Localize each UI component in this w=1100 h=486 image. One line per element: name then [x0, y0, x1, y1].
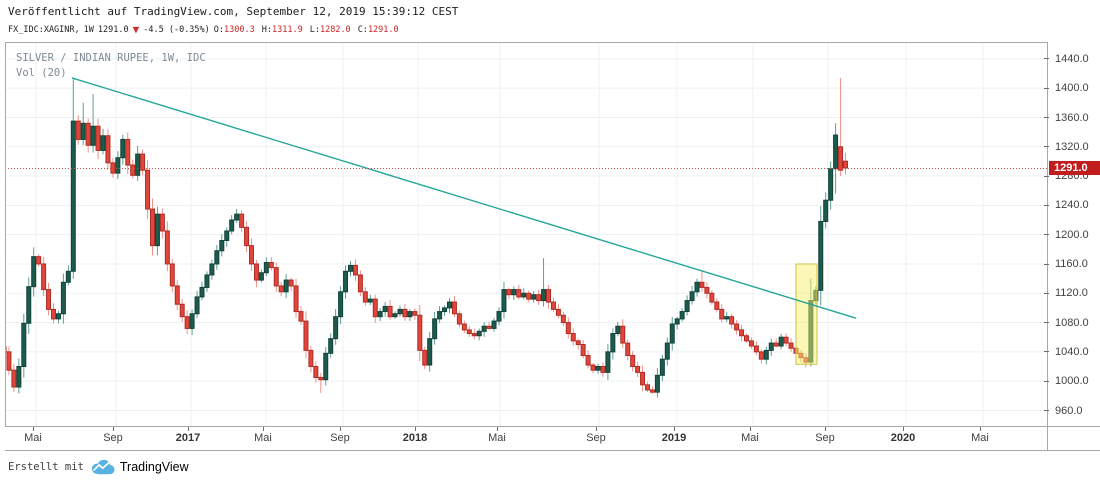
close-value: 1291.0 [367, 25, 399, 35]
time-tick-mark [980, 427, 981, 431]
plot-border-top [5, 42, 1047, 43]
symbol-name: FX_IDC:XAGINR, [8, 25, 80, 35]
high-label: H: [261, 25, 272, 35]
price-tick-label: 1080.0 [1055, 316, 1089, 329]
time-tick-mark [340, 427, 341, 431]
price-tick-label: 1000.0 [1055, 375, 1089, 388]
time-tick-label: 2017 [175, 432, 201, 444]
time-tick-mark [497, 427, 498, 431]
time-tick-label: 2018 [402, 432, 428, 444]
time-axis-border-bottom [5, 450, 1100, 451]
highlight-box-drawing[interactable] [795, 263, 818, 365]
time-tick-label: Sep [586, 432, 606, 444]
price-tick-label: 1160.0 [1055, 258, 1088, 270]
price-chart-canvas[interactable] [5, 42, 1047, 426]
time-tick-mark [263, 427, 264, 431]
legend-symbol: SILVER / INDIAN RUPEE, 1W, IDC [16, 52, 206, 64]
price-tick-label: 1040.0 [1055, 345, 1089, 358]
price-tick-label: 960.0 [1055, 404, 1083, 417]
open-value: 1300.3 [224, 25, 255, 35]
time-tick-mark [188, 427, 189, 431]
legend-volume-indicator: Vol (20) [16, 67, 67, 79]
high-value: 1311.9 [272, 25, 303, 35]
price-change: -4.5 (-0.35%) [143, 25, 210, 35]
time-tick-label: Sep [815, 432, 835, 444]
time-tick-mark [415, 427, 416, 431]
time-tick-mark [903, 427, 904, 431]
tradingview-link[interactable]: TradingView [119, 460, 189, 474]
open-label: O: [213, 25, 225, 35]
price-tick-label: 1440.0 [1055, 52, 1089, 65]
publish-info: Veröffentlicht auf TradingView.com, Sept… [8, 5, 459, 18]
last-price-value: 1291.0 [97, 25, 129, 35]
time-tick-mark [113, 427, 114, 431]
candlesticks [5, 77, 848, 398]
gridlines [5, 42, 1047, 426]
attribution-footer: Erstellt mit TradingView [8, 455, 189, 479]
time-tick-label: 2019 [661, 432, 687, 444]
price-tick-label: 1320.0 [1055, 140, 1089, 153]
time-tick-label: Sep [330, 432, 350, 444]
low-value: 1282.0 [319, 25, 351, 35]
created-with-text: Erstellt mit [8, 461, 84, 473]
time-tick-label: Mai [971, 432, 989, 444]
time-tick-label: Mai [254, 432, 272, 444]
price-axis-border [1047, 42, 1048, 450]
time-tick-label: 2020 [890, 432, 916, 444]
price-tick-label: 1240.0 [1055, 199, 1089, 212]
time-tick-label: Sep [103, 432, 123, 444]
price-tick-label: 1400.0 [1055, 82, 1089, 95]
price-tick-label: 1120.0 [1055, 287, 1088, 300]
price-down-arrow-icon: ▼ [132, 23, 140, 36]
time-tick-mark [825, 427, 826, 431]
time-tick-label: Mai [488, 432, 506, 444]
symbol-ohlc-line: FX_IDC:XAGINR, 1W 1291.0 ▼ -4.5 (-0.35%)… [8, 23, 406, 36]
time-tick-mark [33, 427, 34, 431]
close-label: C: [357, 25, 368, 35]
time-tick-label: Mai [741, 432, 759, 444]
plot-border-left [5, 42, 6, 426]
price-tick-label: 1200.0 [1055, 228, 1089, 241]
last-price-label: 1291.0 [1049, 161, 1100, 175]
time-tick-mark [750, 427, 751, 431]
low-label: L: [309, 25, 320, 35]
trendline-drawing[interactable] [71, 77, 857, 319]
interval-label: 1W [83, 25, 94, 35]
time-axis-border-top [5, 426, 1100, 427]
price-tick-label: 1360.0 [1055, 111, 1089, 124]
chart-legend: SILVER / INDIAN RUPEE, 1W, IDC Vol (20) [16, 51, 206, 81]
tradingview-logo [91, 459, 115, 475]
time-tick-label: Mai [24, 432, 42, 444]
time-tick-mark [596, 427, 597, 431]
time-tick-mark [674, 427, 675, 431]
